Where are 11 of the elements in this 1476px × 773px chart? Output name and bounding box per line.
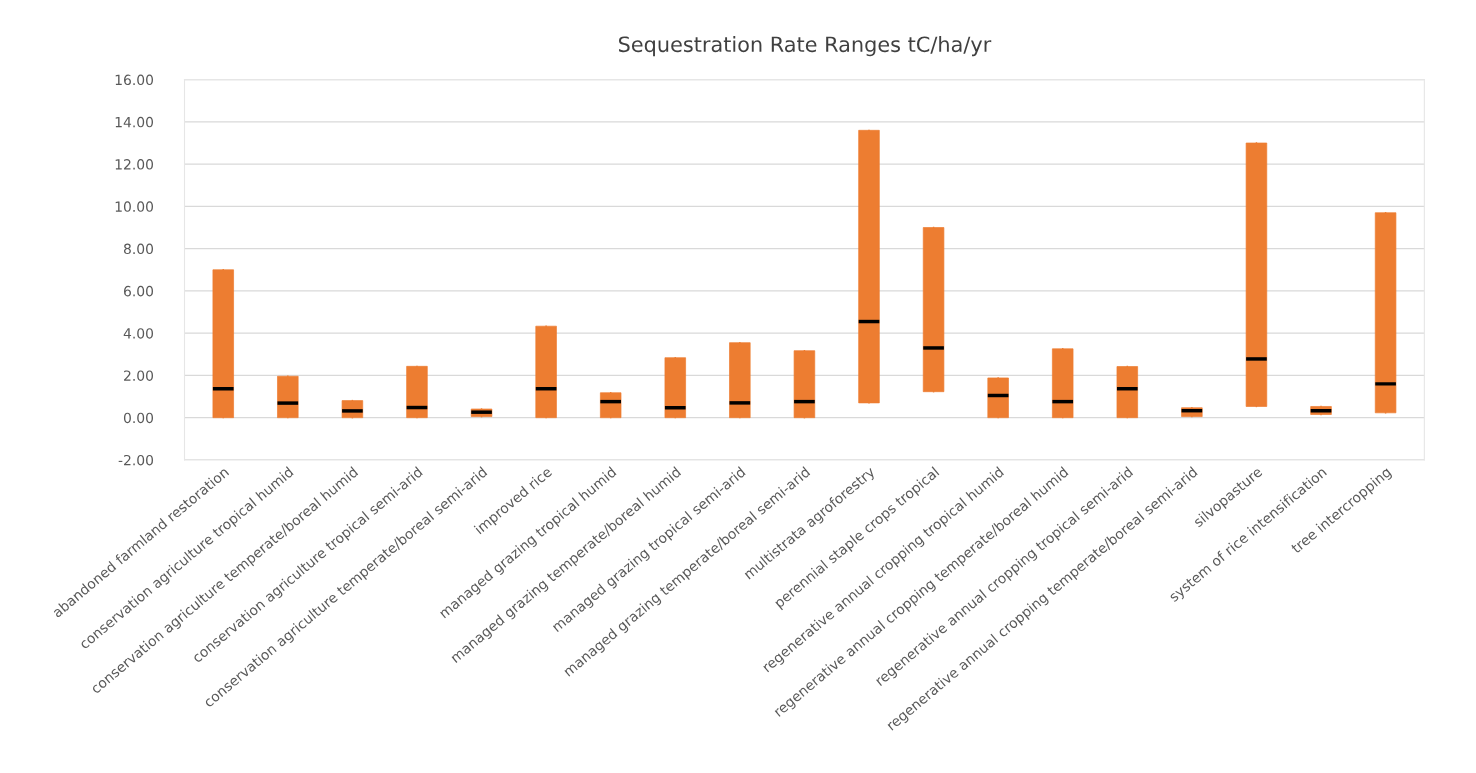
y-tick-label: 10.00 (115, 201, 154, 212)
y-tick-label: 14.00 (115, 116, 154, 128)
y-tick-label: 8.00 (123, 243, 154, 255)
y-tick-label: 16.00 (115, 74, 154, 86)
y-tick-label: 0.00 (123, 412, 154, 424)
y-tick-label: 12.00 (115, 159, 154, 170)
y-tick-label: 2.00 (124, 370, 154, 381)
chart-title: Sequestration Rate Ranges tC/ha/yr (618, 36, 992, 57)
y-tick-label: 6.00 (123, 285, 154, 297)
y-tick-label: -2.00 (118, 454, 154, 466)
y-tick-label: 4.00 (123, 328, 154, 339)
